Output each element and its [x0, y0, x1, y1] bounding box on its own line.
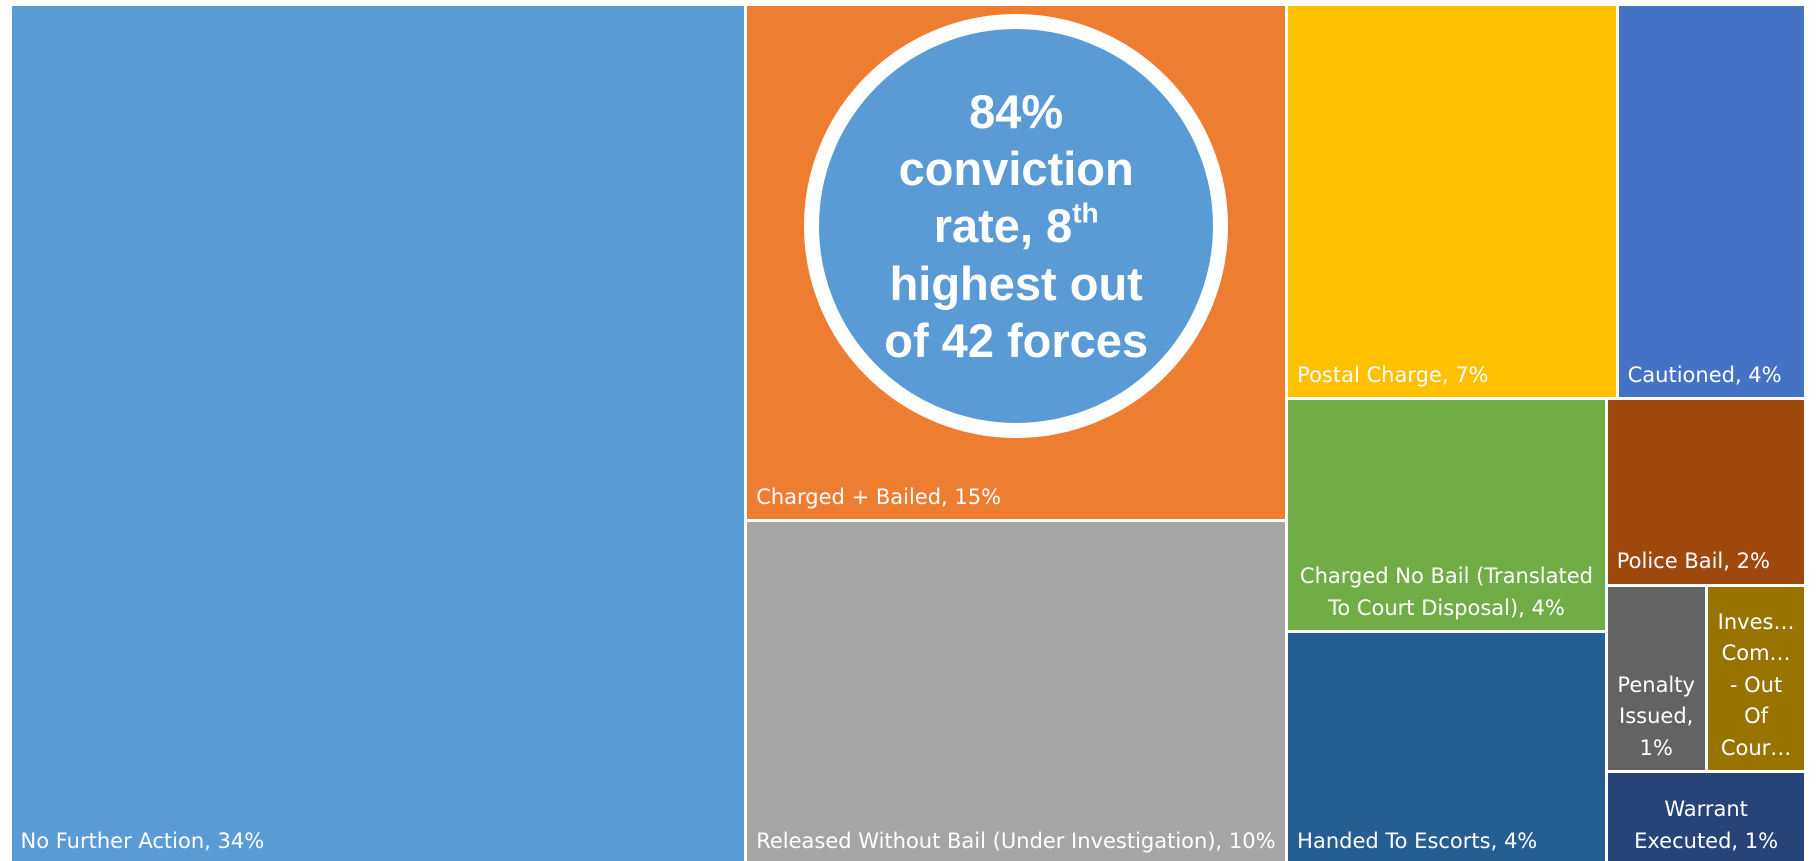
annotation-text: 84% — [969, 84, 1064, 138]
tile-label: No Further Action, 34% — [20, 829, 265, 853]
annotation-line: conviction — [899, 140, 1134, 197]
tile: Warrant Executed, 1% — [1607, 773, 1805, 861]
annotation-line: of 42 forces — [884, 312, 1148, 369]
tile-label: Penalty Issued, 1% — [1617, 672, 1695, 760]
tile-label: Charged + Bailed, 15% — [756, 484, 1002, 509]
tile: Released Without Bail (Under Investigati… — [747, 522, 1286, 861]
tile-label: Postal Charge, 7% — [1297, 362, 1489, 387]
annotation-text: highest out — [889, 256, 1143, 310]
annotation-circle: 84% conviction rate, 8th highest out of 42 f… — [804, 14, 1229, 439]
tile: Police Bail, 2% — [1607, 400, 1805, 584]
tile: Inves… Com… - Out Of Cour… — [1707, 586, 1805, 771]
tile: No Further Action, 34% — [11, 5, 745, 861]
tile: Postal Charge, 7% — [1288, 5, 1616, 398]
tile: Cautioned, 4% — [1618, 5, 1805, 398]
tile-label: Inves… Com… - Out Of Cour… — [1717, 609, 1795, 760]
tile-label: Charged No Bail (Translated To Court Dis… — [1299, 564, 1593, 620]
annotation-superscript: th — [1072, 197, 1099, 229]
tile-label: Released Without Bail (Under Investigati… — [756, 828, 1276, 853]
tile-label: Handed To Escorts, 4% — [1297, 829, 1538, 853]
annotation-text: rate, 8 — [933, 199, 1073, 253]
annotation-text: conviction — [898, 142, 1134, 196]
annotation-line: rate, 8th — [934, 197, 1099, 254]
annotation-text: of 42 forces — [884, 314, 1149, 368]
annotation-line: 84% — [969, 83, 1063, 140]
tile: Penalty Issued, 1% — [1607, 586, 1705, 771]
tile-label: Warrant Executed, 1% — [1634, 797, 1779, 853]
tile-label: Police Bail, 2% — [1616, 549, 1770, 574]
tile-label: Cautioned, 4% — [1627, 362, 1782, 387]
tile: Handed To Escorts, 4% — [1288, 633, 1605, 861]
annotation-line: highest out — [890, 255, 1143, 312]
tile: Charged No Bail (Translated To Court Dis… — [1288, 400, 1605, 631]
